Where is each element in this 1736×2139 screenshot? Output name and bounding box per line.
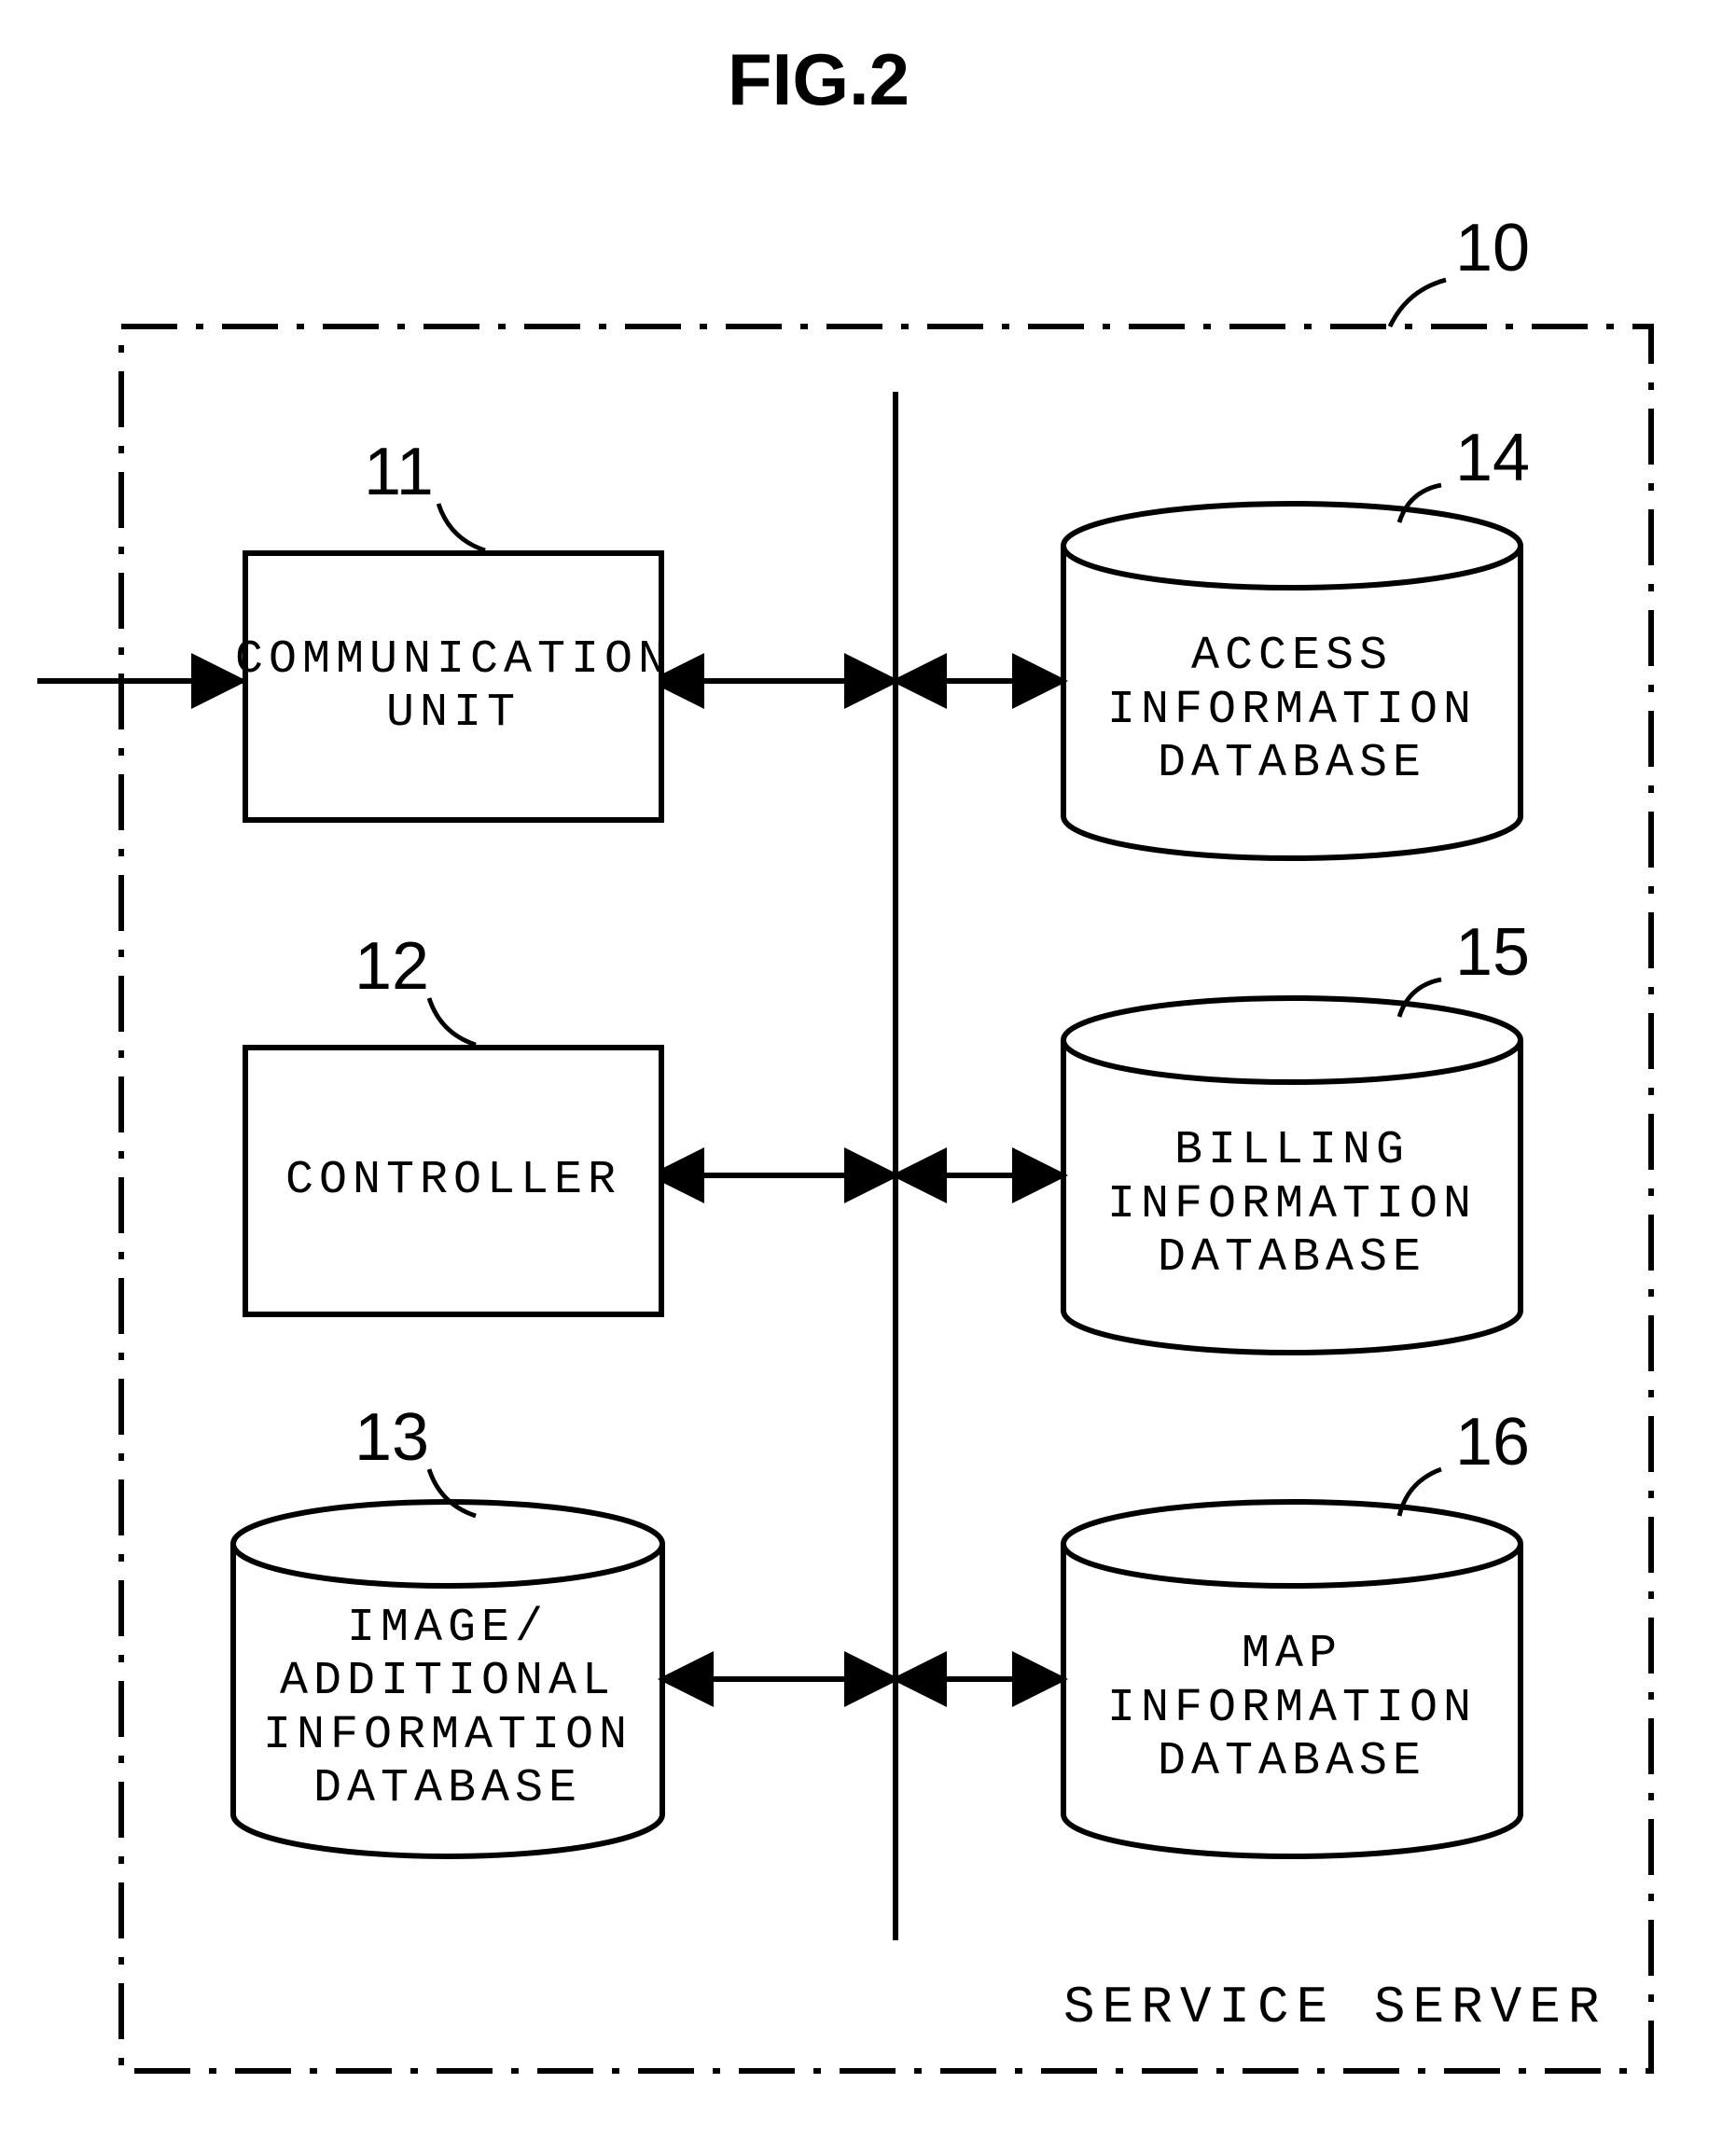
billing-db-top <box>1063 998 1521 1082</box>
map-db-label: MAPINFORMATIONDATABASE <box>1063 1628 1521 1789</box>
ref-leader <box>438 504 485 550</box>
controller-box: CONTROLLER <box>243 1045 664 1317</box>
ref-10: 10 <box>1455 210 1530 286</box>
ref-15: 15 <box>1455 914 1530 991</box>
image-db-top <box>233 1502 662 1586</box>
access-db-top <box>1063 504 1521 588</box>
ref-14: 14 <box>1455 420 1530 496</box>
ref-leader <box>429 998 476 1045</box>
ref-leader <box>429 1469 476 1516</box>
ref-16: 16 <box>1455 1404 1530 1480</box>
billing-db-label: BILLINGINFORMATIONDATABASE <box>1063 1124 1521 1285</box>
ref-leader <box>1399 979 1441 1017</box>
map-db-top <box>1063 1502 1521 1586</box>
service-server-label: SERVICE SERVER <box>1063 1978 1606 2037</box>
ref-11: 11 <box>364 434 434 510</box>
ref-leader <box>1399 485 1441 522</box>
figure-title: FIG.2 <box>728 37 910 122</box>
ref-leader <box>1399 1469 1441 1516</box>
communication-unit-box: COMMUNICATIONUNIT <box>243 550 664 823</box>
ref-13: 13 <box>354 1399 429 1476</box>
diagram-canvas: FIG.2 COMMUNICATIONUNIT CONTROLLER IMAGE… <box>0 0 1736 2139</box>
access-db-label: ACCESSINFORMATIONDATABASE <box>1063 630 1521 791</box>
image-db-label: IMAGE/ADDITIONALINFORMATIONDATABASE <box>233 1602 662 1816</box>
controller-label: CONTROLLER <box>285 1154 621 1208</box>
ref-12: 12 <box>354 928 429 1005</box>
ref-leader <box>1390 280 1446 326</box>
communication-unit-label: COMMUNICATIONUNIT <box>235 633 672 741</box>
